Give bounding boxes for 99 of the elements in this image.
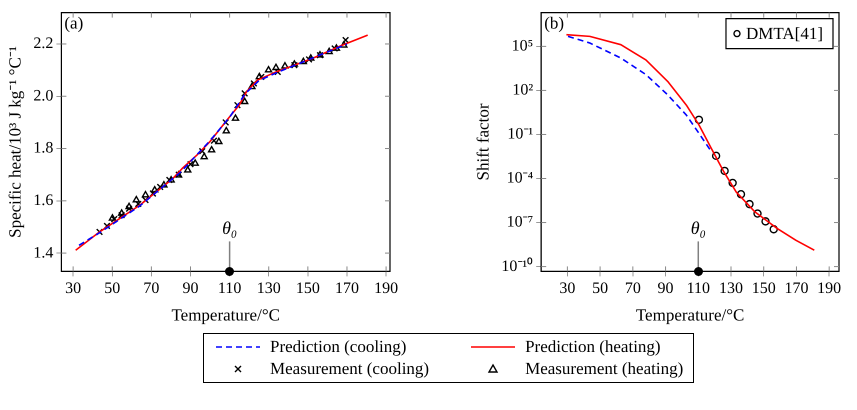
point — [325, 48, 333, 54]
point — [331, 44, 338, 52]
point — [222, 126, 230, 134]
x-tick-label: 150 — [296, 280, 320, 298]
point — [248, 82, 256, 90]
point — [240, 98, 248, 104]
x-tick-label: 70 — [624, 280, 641, 298]
legend-label: Measurement (heating) — [525, 359, 684, 379]
x-tick-label: 30 — [65, 280, 82, 298]
point — [215, 138, 223, 144]
y-tick-label: 1.4 — [33, 244, 54, 262]
x-tick-label: 70 — [143, 280, 160, 298]
point — [184, 166, 192, 173]
x-tick-label: 50 — [104, 280, 120, 298]
point — [753, 209, 762, 218]
point — [332, 44, 340, 51]
y-tick-label: 1.8 — [33, 140, 54, 157]
x-tick-label: 190 — [817, 280, 842, 298]
y-tick-label: 10⁻¹⁰ — [501, 256, 534, 275]
x-tick-label: 150 — [752, 280, 776, 298]
y-tick-label: 10² — [512, 82, 534, 99]
point — [281, 62, 289, 69]
point — [166, 176, 173, 184]
y-axis-title: Specific heat/10³ J kg⁻¹ °C⁻¹ — [6, 46, 25, 238]
legend-label: Prediction (cooling) — [270, 337, 406, 357]
point — [745, 200, 754, 208]
x-tick-label: 130 — [256, 280, 281, 298]
legend-label: DMTA[41] — [746, 24, 823, 44]
point — [160, 180, 168, 188]
x-tick-label: 90 — [658, 280, 674, 298]
point — [108, 214, 116, 221]
point — [142, 196, 150, 204]
y-tick-label: 2.2 — [33, 35, 54, 52]
point — [761, 217, 770, 226]
point — [290, 62, 298, 69]
point — [198, 148, 206, 155]
annotation: (b) — [544, 14, 564, 33]
y-axis-title: Shift factor — [474, 103, 493, 180]
x-tick-label: 170 — [334, 280, 359, 298]
legend-label: Measurement (cooling) — [270, 359, 430, 379]
point — [342, 36, 350, 44]
annotation: (a) — [64, 14, 84, 33]
point — [142, 190, 150, 198]
point — [264, 66, 272, 73]
x-tick-label: 50 — [592, 280, 608, 298]
x-tick-label: 130 — [719, 280, 744, 298]
point — [720, 166, 729, 176]
point — [210, 137, 218, 144]
point — [770, 225, 778, 234]
ref-line-label: θ₀ — [690, 218, 706, 238]
point — [132, 196, 140, 202]
point — [272, 64, 280, 70]
ref-line-label: θ₀ — [222, 218, 238, 238]
point — [736, 190, 746, 198]
point — [191, 159, 199, 166]
point — [126, 205, 133, 212]
point — [118, 212, 126, 219]
point — [274, 68, 282, 76]
point — [305, 56, 313, 63]
point — [250, 80, 258, 87]
point — [300, 58, 308, 64]
point — [125, 202, 133, 210]
point — [167, 176, 175, 183]
x-tick-label: 30 — [559, 280, 576, 298]
point — [307, 54, 315, 61]
point — [118, 209, 126, 216]
x-tick-label: 190 — [374, 280, 398, 298]
point — [186, 160, 194, 168]
point — [156, 183, 164, 190]
x-axis-title: Temperature/°C — [636, 305, 744, 324]
point — [258, 73, 265, 80]
point — [290, 60, 298, 67]
point — [234, 102, 241, 109]
point — [150, 186, 158, 193]
legend-label: Prediction (heating) — [525, 337, 661, 357]
point — [208, 146, 216, 153]
point — [232, 114, 240, 121]
y-tick-label: 10⁵ — [512, 38, 534, 55]
y-tick-label: 10⁻⁴ — [506, 170, 534, 187]
point — [149, 190, 156, 198]
point — [200, 152, 208, 160]
point — [340, 41, 348, 48]
point — [712, 152, 720, 160]
x-tick-label: 110 — [218, 280, 242, 298]
point — [134, 200, 142, 208]
point — [728, 178, 737, 188]
x-tick-label: 90 — [182, 280, 198, 298]
x-axis-title: Temperature/°C — [171, 305, 280, 324]
point — [110, 216, 118, 223]
x-tick-label: 170 — [784, 280, 808, 298]
point — [222, 118, 230, 126]
y-tick-label: 10⁻⁷ — [506, 214, 534, 231]
point — [103, 222, 110, 230]
y-tick-label: 10⁻¹ — [507, 126, 534, 143]
point — [256, 72, 264, 80]
y-tick-label: 1.6 — [33, 192, 54, 210]
y-tick-label: 2.0 — [33, 87, 54, 104]
point — [694, 116, 704, 124]
x-tick-label: 110 — [686, 280, 710, 298]
